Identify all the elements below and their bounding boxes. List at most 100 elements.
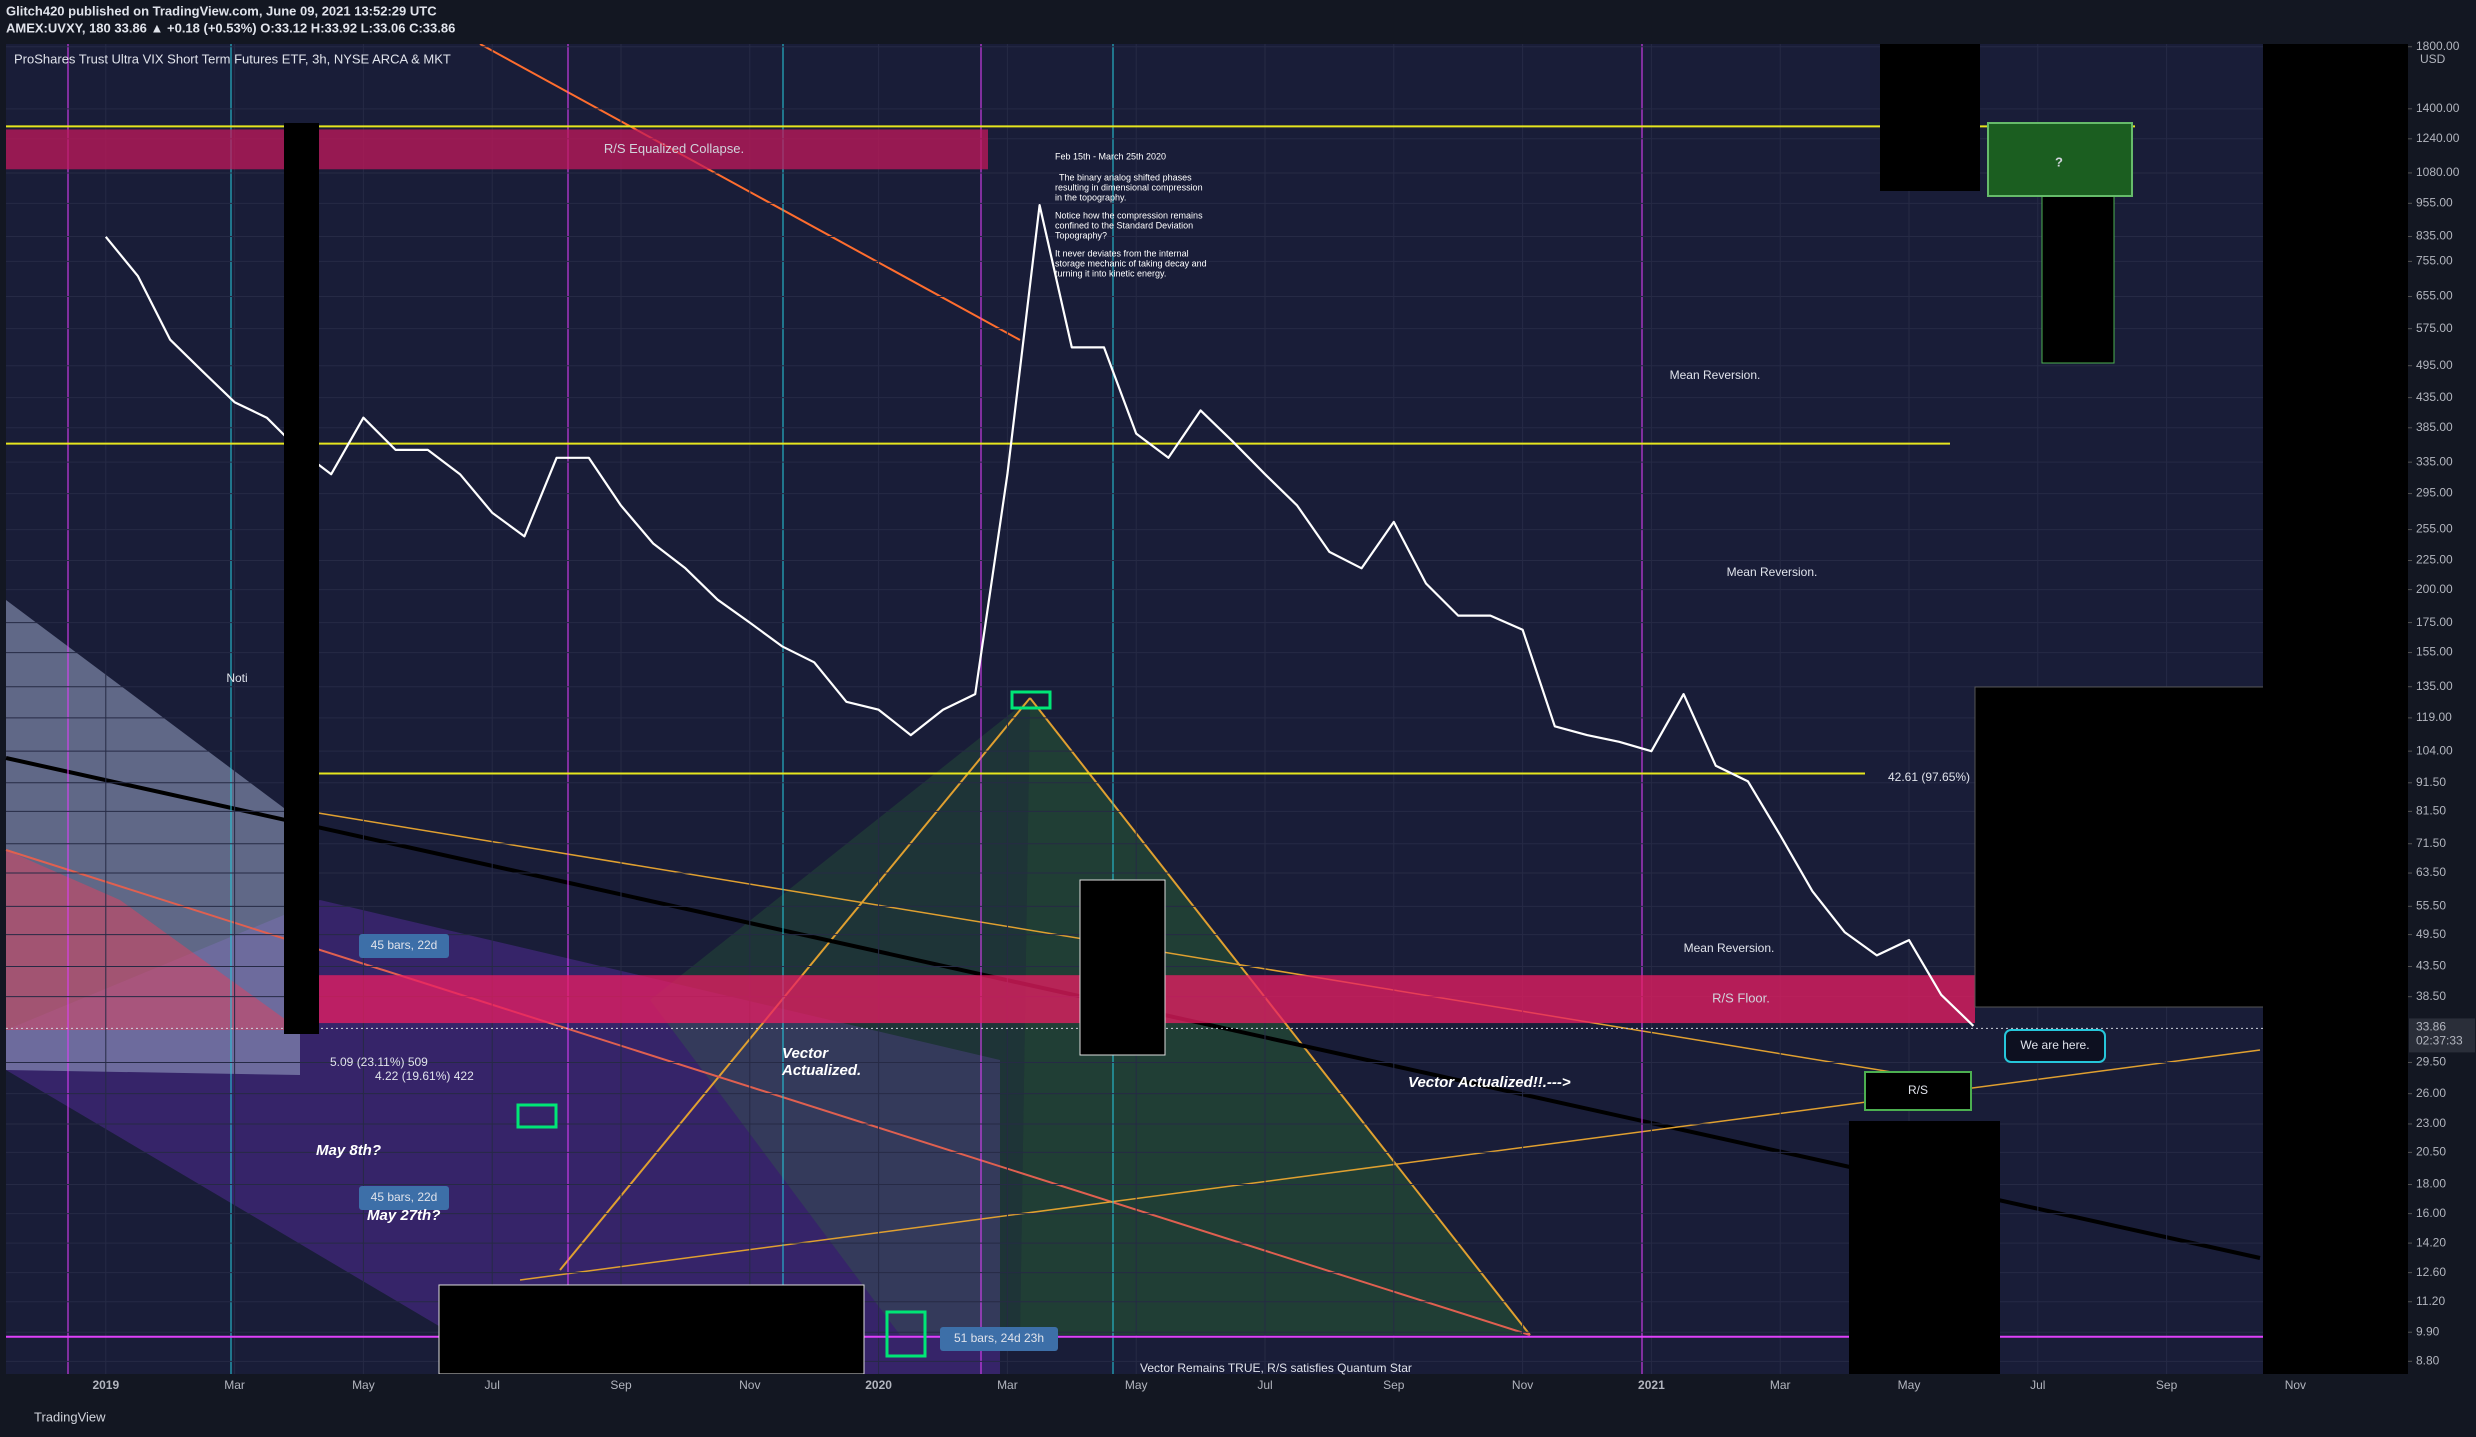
y-tick-label: 155.00 (2416, 645, 2453, 659)
annotation: R/S (1908, 1083, 1928, 1097)
note: confined to the Standard Deviation (1055, 220, 1193, 230)
y-tick-label: 200.00 (2416, 582, 2453, 596)
annotation: Vector Remains TRUE, R/S satisfies Quant… (1140, 1361, 1412, 1375)
y-tick-label: 835.00 (2416, 229, 2453, 243)
zone-label: R/S Floor. (1712, 991, 1770, 1006)
bars-box (940, 1327, 1058, 1351)
y-tick-label: 495.00 (2416, 358, 2453, 372)
x-tick-label: Sep (610, 1378, 632, 1392)
x-tick-label: Mar (997, 1378, 1018, 1392)
annotation: Mean Reversion. (1727, 565, 1818, 579)
annotation: Actualized. (781, 1062, 861, 1079)
y-tick-label: 38.50 (2416, 989, 2446, 1003)
black-box (1974, 686, 2295, 1008)
last-price-tag (2409, 1018, 2475, 1053)
y-tick-label: 755.00 (2416, 254, 2453, 268)
countdown: 02:37:33 (2416, 1034, 2463, 1048)
x-tick-label: 2021 (1638, 1378, 1665, 1392)
y-tick-label: 1080.00 (2416, 165, 2460, 179)
y-tick-label: 225.00 (2416, 553, 2453, 567)
y-tick-label: 8.80 (2416, 1353, 2440, 1367)
marker-box (885, 1310, 927, 1358)
y-tick-label: 1240.00 (2416, 131, 2460, 145)
annotation: We are here. (2020, 1038, 2089, 1052)
black-box (1880, 44, 1980, 191)
y-tick-label: 18.00 (2416, 1177, 2446, 1191)
x-tick-label: May (1125, 1378, 1148, 1392)
here-box (2004, 1029, 2106, 1063)
last-price-label: 33.86 (2416, 1020, 2446, 1034)
x-tick-label: Nov (739, 1378, 760, 1392)
x-tick-label: May (1898, 1378, 1921, 1392)
x-tick-label: Jul (1257, 1378, 1272, 1392)
annotation: Vector Actualized!!.---> (1408, 1074, 1571, 1091)
note: The binary analog shifted phases (1059, 172, 1192, 182)
annotation: 51 bars, 24d 23h (954, 1331, 1044, 1345)
y-tick-label: 385.00 (2416, 420, 2453, 434)
y-tick-label: 43.50 (2416, 959, 2446, 973)
annotation: ? (2055, 154, 2063, 169)
note: turning it into kinetic energy. (1055, 268, 1166, 278)
annotation: 42.61 (97.65%) (1888, 770, 1970, 784)
zone-label: R/S Equalized Collapse. (604, 141, 744, 156)
y-tick-label: 20.50 (2416, 1145, 2446, 1159)
y-tick-label: 175.00 (2416, 615, 2453, 629)
marker-box (516, 1103, 558, 1129)
y-tick-label: 91.50 (2416, 775, 2446, 789)
y-tick-label: 1400.00 (2416, 101, 2460, 115)
annotation: 45 bars, 22d (371, 938, 438, 952)
y-tick-label: 49.50 (2416, 927, 2446, 941)
y-tick-label: 955.00 (2416, 196, 2453, 210)
y-tick-label: 104.00 (2416, 743, 2453, 757)
y-tick-label: 55.50 (2416, 898, 2446, 912)
y-tick-label: 119.00 (2416, 710, 2452, 724)
time-axis (0, 1374, 2476, 1437)
marker-box (1010, 690, 1052, 710)
x-tick-label: 2020 (865, 1378, 892, 1392)
black-box (1079, 879, 1166, 1056)
bars-box (359, 1186, 449, 1210)
black-box (284, 123, 319, 1034)
note: resulting in dimensional compression (1055, 182, 1203, 192)
red-wedge (6, 850, 300, 1030)
x-tick-label: May (352, 1378, 375, 1392)
y-tick-label: 9.90 (2416, 1324, 2440, 1338)
annotation: Mean Reversion. (1684, 941, 1775, 955)
question-box (1987, 122, 2133, 197)
annotation: 5.09 (23.11%) 509 (330, 1055, 428, 1069)
x-tick-label: Nov (2285, 1378, 2306, 1392)
note: Topography? (1055, 230, 1107, 240)
black-box (438, 1284, 865, 1375)
currency: USD (2420, 52, 2446, 66)
annotation: May 27th? (367, 1207, 440, 1224)
price-axis (2408, 44, 2476, 1374)
y-tick-label: 335.00 (2416, 454, 2453, 468)
label-layer: Glitch420 published on TradingView.com, … (6, 3, 2446, 1424)
y-tick-label: 16.00 (2416, 1206, 2446, 1220)
black-box (2263, 44, 2408, 1374)
y-tick-label: 81.50 (2416, 804, 2446, 818)
chart-title: ProShares Trust Ultra VIX Short Term Fut… (14, 51, 451, 66)
note: storage mechanic of taking decay and (1055, 258, 1207, 268)
bars-box (359, 934, 449, 958)
annotation: 45 bars, 22d (371, 1190, 438, 1204)
y-tick-label: 1800.00 (2416, 39, 2460, 53)
y-tick-label: 63.50 (2416, 865, 2446, 879)
black-box (1849, 1121, 2000, 1374)
y-tick-label: 655.00 (2416, 289, 2453, 303)
y-tick-label: 435.00 (2416, 390, 2453, 404)
publisher: Glitch420 published on TradingView.com, … (6, 3, 437, 18)
note: in the topography. (1055, 192, 1126, 202)
x-tick-label: Sep (1383, 1378, 1405, 1392)
y-tick-label: 11.20 (2416, 1294, 2445, 1308)
price-line (104, 204, 1975, 1027)
x-tick-label: Mar (1770, 1378, 1791, 1392)
notes: Feb 15th - March 25th 2020 The binary an… (1055, 151, 1207, 278)
annotation: Mean Reversion. (1670, 368, 1761, 382)
note: It never deviates from the internal (1055, 248, 1189, 258)
y-tick-label: 255.00 (2416, 522, 2453, 536)
y-tick-label: 71.50 (2416, 836, 2446, 850)
note: Notice how the compression remains (1055, 210, 1203, 220)
